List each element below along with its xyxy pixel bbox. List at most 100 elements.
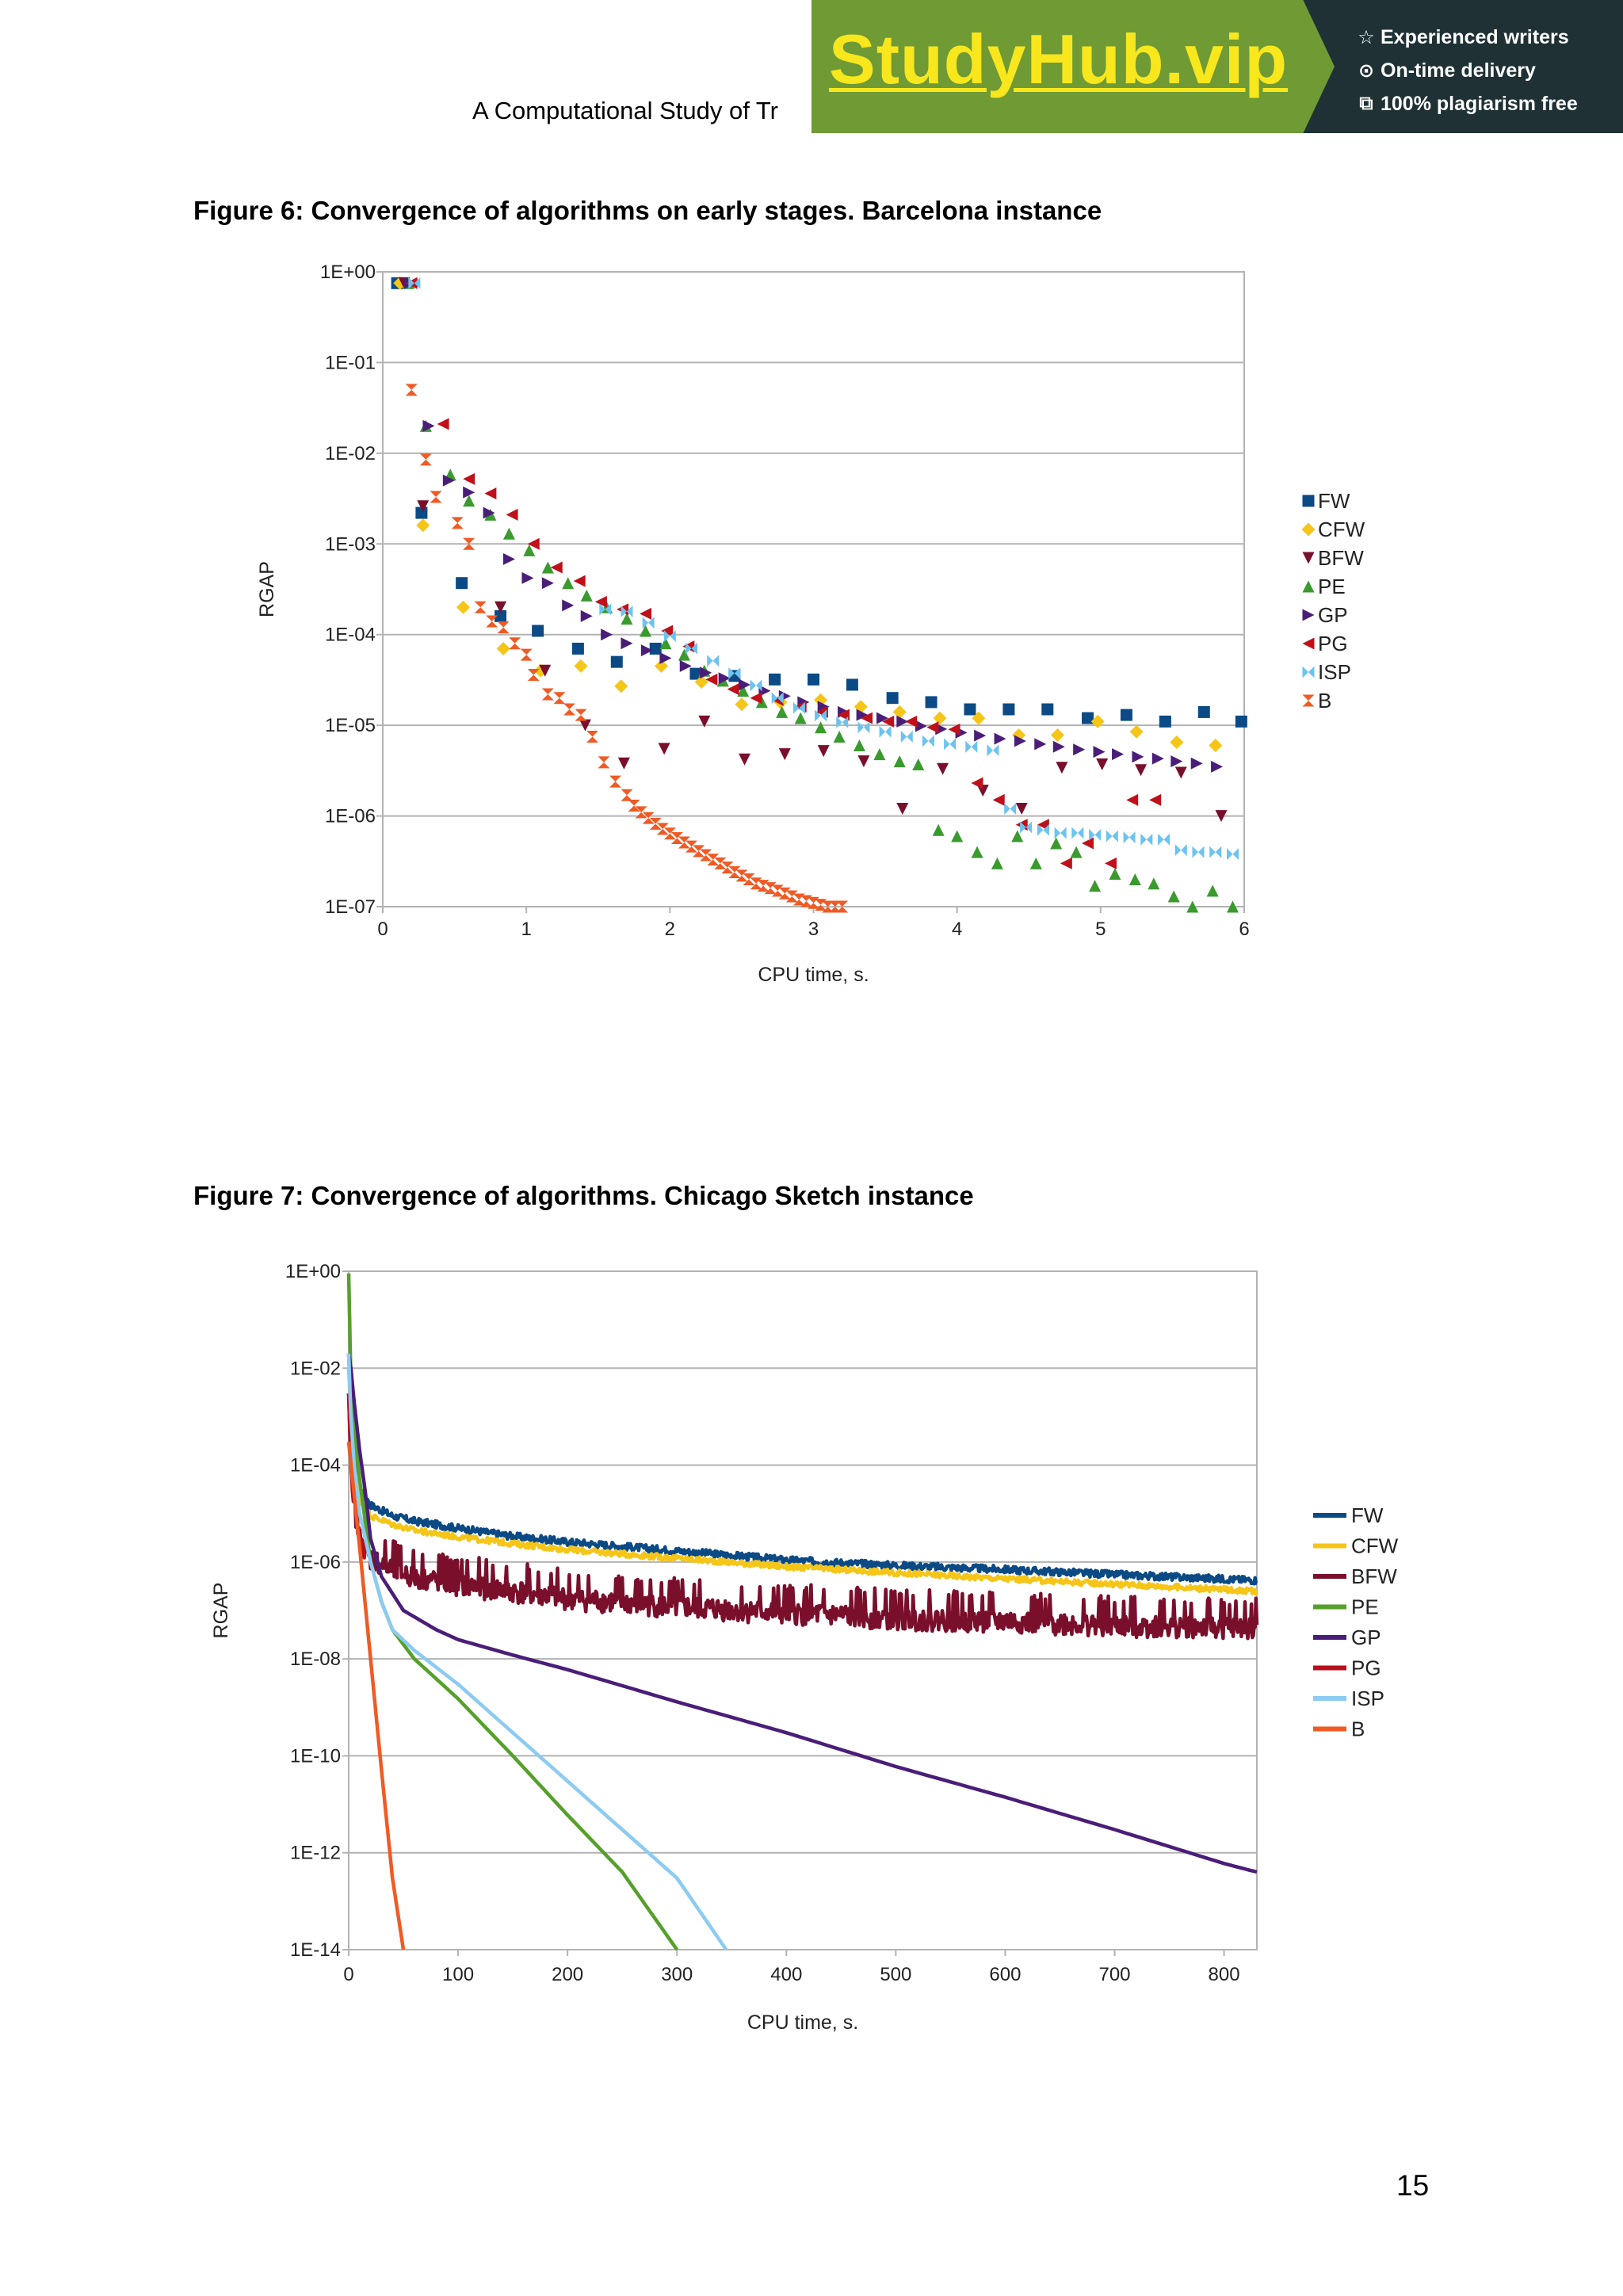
point-bfw: [1174, 766, 1187, 779]
point-pe: [1109, 868, 1121, 881]
x-tick-label: 2: [665, 919, 675, 940]
point-b: [693, 845, 705, 858]
point-fw: [808, 673, 819, 686]
point-pg: [948, 723, 960, 735]
point-pe: [1070, 846, 1083, 858]
point-bfw: [976, 785, 989, 797]
point-isp: [1054, 827, 1067, 839]
point-bfw: [579, 719, 591, 732]
point-pe: [873, 748, 886, 761]
point-pe: [1128, 873, 1141, 886]
point-isp: [1123, 831, 1136, 844]
point-fw: [495, 609, 507, 622]
point-b: [563, 703, 576, 716]
point-isp: [1140, 833, 1153, 846]
banner-feature-plagiarism: ⧉ 100% plagiarism free: [1355, 87, 1577, 120]
point-pe: [912, 758, 925, 771]
x-tick-label: 300: [661, 1964, 693, 1985]
legend-label: BFW: [1318, 546, 1364, 570]
legend-label: BFW: [1351, 1564, 1397, 1588]
point-pg: [861, 712, 873, 724]
point-fw: [886, 692, 899, 705]
point-fw: [456, 577, 468, 590]
point-bfw: [1015, 803, 1028, 816]
point-pe: [1186, 900, 1199, 913]
legend-marker: [1302, 580, 1315, 593]
point-pg: [437, 418, 449, 430]
banner-logo-panel[interactable]: StudyHub.vip: [812, 0, 1335, 133]
point-fw: [964, 703, 976, 716]
point-cfw: [735, 697, 749, 712]
series-line-fw: [346, 1353, 1258, 1586]
point-pe: [562, 577, 575, 590]
point-gp: [1211, 760, 1224, 773]
x-tick-label: 800: [1209, 1964, 1240, 1985]
point-b: [721, 861, 734, 874]
point-pe: [678, 648, 690, 661]
y-tick-label: 1E-12: [290, 1843, 341, 1864]
x-axis-title: CPU time, s.: [747, 2011, 858, 2034]
point-pe: [1148, 877, 1160, 890]
point-gp: [817, 701, 830, 713]
banner-feature-label: Experienced writers: [1381, 25, 1569, 48]
point-bfw: [739, 753, 751, 766]
point-fw: [689, 667, 702, 680]
point-b: [678, 836, 690, 849]
y-tick-label: 1E-10: [290, 1745, 341, 1767]
point-gp: [521, 571, 534, 584]
point-bfw: [1056, 762, 1068, 774]
star-icon: ☆: [1358, 26, 1375, 48]
y-tick-label: 1E-14: [290, 1939, 341, 1961]
y-tick-label: 1E+00: [320, 262, 376, 283]
legend-label: PE: [1318, 575, 1346, 598]
point-fw: [610, 655, 623, 668]
point-fw: [769, 673, 781, 686]
point-b: [728, 865, 741, 878]
point-b: [635, 806, 647, 819]
legend-marker: [1302, 495, 1315, 507]
point-pe: [853, 739, 865, 752]
point-gp: [659, 651, 672, 664]
point-b: [628, 800, 640, 812]
point-pe: [640, 625, 652, 637]
point-pg: [926, 721, 939, 734]
point-fw: [1041, 703, 1054, 716]
point-fw: [1120, 709, 1132, 721]
legend: FW CFW BFW PE GP PG ISP B: [1301, 489, 1365, 712]
point-bfw: [857, 755, 870, 768]
point-b: [829, 900, 842, 913]
point-cfw: [694, 675, 708, 690]
series-isp: [408, 277, 1239, 861]
point-gp: [1093, 746, 1106, 758]
point-b: [735, 869, 748, 882]
point-isp: [621, 606, 633, 618]
point-isp: [1020, 821, 1033, 834]
point-b: [836, 900, 849, 913]
point-cfw: [574, 659, 588, 673]
point-pg: [705, 673, 718, 686]
point-cfw: [814, 693, 828, 707]
banner-feature-label: On-time delivery: [1381, 59, 1536, 82]
point-pg: [661, 625, 674, 637]
point-b: [598, 756, 610, 769]
point-b: [649, 817, 662, 830]
point-isp: [922, 735, 934, 747]
point-isp: [642, 617, 655, 629]
figure-7-chart: 1E+00 1E-02 1E-04 1E-06 1E-08 1E-10 1E-12 1E-14…: [210, 1261, 1399, 2034]
series-line-gp: [346, 1353, 1258, 1874]
point-bfw: [698, 715, 711, 728]
point-b: [656, 823, 669, 835]
point-gp: [679, 659, 692, 672]
series-line-isp: [346, 1353, 728, 1951]
point-b: [527, 668, 540, 681]
point-b: [430, 491, 442, 503]
point-isp: [857, 721, 870, 734]
series-fw: [391, 277, 1247, 728]
ad-banner[interactable]: StudyHub.vip ☆ Experienced writers ⊙ On-…: [812, 0, 1623, 133]
studyhub-logo[interactable]: StudyHub.vip: [829, 20, 1289, 98]
point-pe: [776, 705, 789, 718]
legend-marker: [1301, 522, 1316, 537]
point-cfw: [1209, 739, 1223, 753]
y-tick-label: 1E-06: [325, 806, 376, 827]
point-b: [486, 615, 498, 628]
